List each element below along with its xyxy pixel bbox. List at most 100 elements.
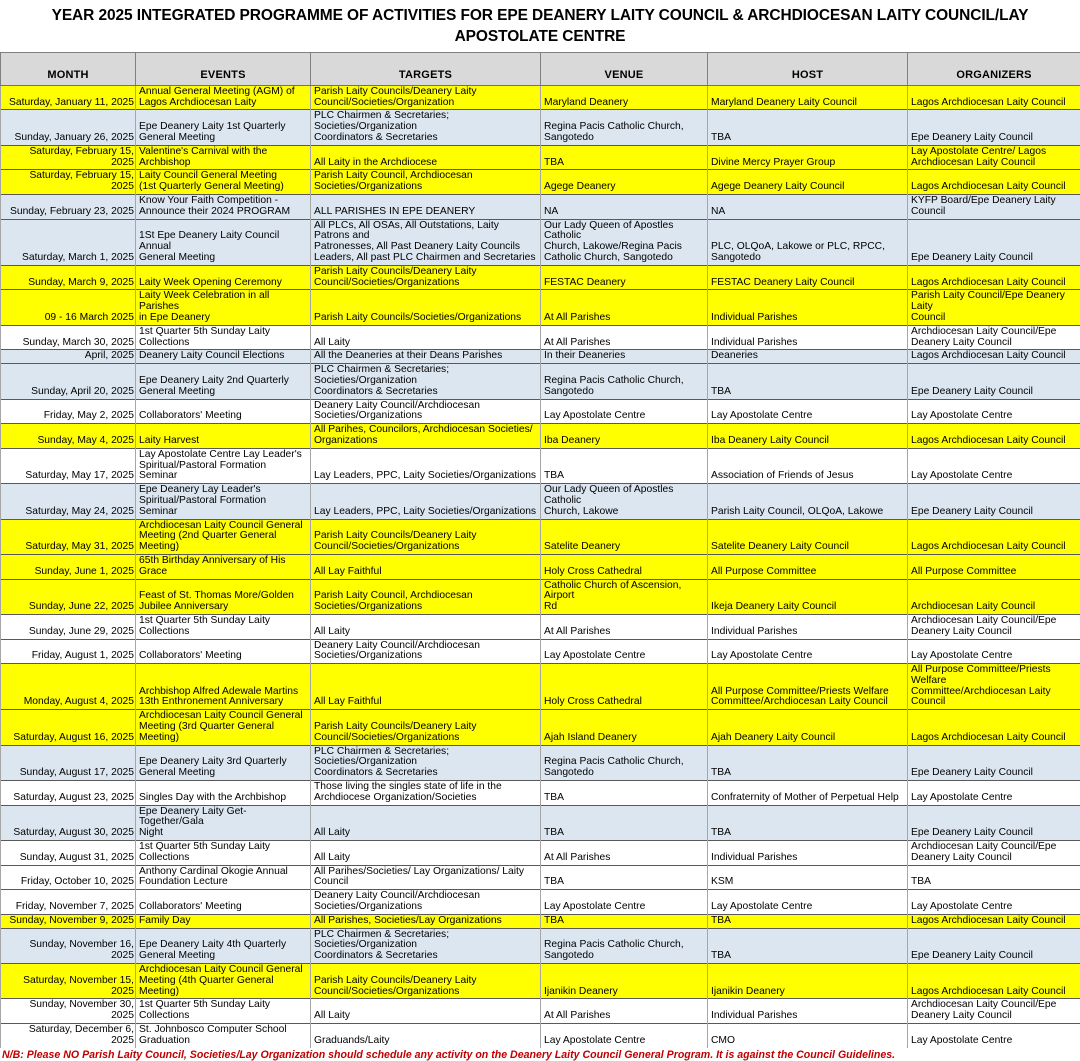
row-cell-targets: Parish Laity Councils/Deanery Laity Coun… [311,519,541,554]
row-cell-month: Sunday, August 17, 2025 [1,745,136,780]
row-cell-organizers: Lagos Archdiocesan Laity Council [908,424,1080,449]
column-header-events: EVENTS [136,52,311,85]
row-cell-organizers: Parish Laity Council/Epe Deanery Laity C… [908,290,1080,325]
row-cell-events: Archdiocesan Laity Council General Meeti… [136,710,311,745]
row-cell-targets: Lay Leaders, PPC, Laity Societies/Organi… [311,484,541,519]
row-cell-host: TBA [708,364,908,399]
row-cell-host: All Purpose Committee [708,554,908,579]
row-cell-host: NA [708,195,908,220]
row-cell-targets: Parish Laity Councils/Deanery Laity Coun… [311,710,541,745]
row-cell-organizers: TBA [908,865,1080,890]
row-cell-host: CMO [708,1024,908,1048]
row-cell-organizers: Epe Deanery Laity Council [908,110,1080,145]
row-cell-venue: Iba Deanery [541,424,708,449]
row-cell-events: Epe Deanery Lay Leader's Spiritual/Pasto… [136,484,311,519]
row-cell-organizers: Epe Deanery Laity Council [908,805,1080,840]
row-cell-targets: All Lay Faithful [311,554,541,579]
row-cell-venue: At All Parishes [541,290,708,325]
column-header-venue: VENUE [541,52,708,85]
row-cell-month: Saturday, August 16, 2025 [1,710,136,745]
row-cell-events: Annual General Meeting (AGM) of Lagos Ar… [136,85,311,110]
row-cell-events: 65th Birthday Anniversary of His Grace [136,554,311,579]
row-cell-month: Friday, November 7, 2025 [1,890,136,915]
row-cell-host: Ajah Deanery Laity Council [708,710,908,745]
row-cell-month: Saturday, February 15, 2025 [1,170,136,195]
row-cell-month: Saturday, February 15, 2025 [1,145,136,170]
row-cell-events: Family Day [136,914,311,928]
row-cell-events: 1st Quarter 5th Sunday Laity Collections [136,841,311,866]
row-cell-events: Epe Deanery Laity Get-Together/Gala Nigh… [136,805,311,840]
row-cell-month: Saturday, May 17, 2025 [1,448,136,483]
row-cell-host: Ikeja Deanery Laity Council [708,579,908,614]
row-cell-targets: All Laity [311,841,541,866]
row-cell-targets: All Lay Faithful [311,664,541,710]
row-cell-venue: Lay Apostolate Centre [541,639,708,664]
row-cell-month: Sunday, November 30, 2025 [1,999,136,1024]
row-cell-month: Sunday, January 26, 2025 [1,110,136,145]
row-cell-targets: PLC Chairmen & Secretaries; Societies/Or… [311,745,541,780]
row-cell-targets: Lay Leaders, PPC, Laity Societies/Organi… [311,448,541,483]
row-cell-month: Sunday, March 30, 2025 [1,325,136,350]
row-cell-organizers: Archdiocesan Laity Council [908,579,1080,614]
row-cell-venue: TBA [541,781,708,806]
row-cell-organizers: Lay Apostolate Centre [908,448,1080,483]
row-cell-organizers: Archdiocesan Laity Council/Epe Deanery L… [908,325,1080,350]
row-cell-host: Individual Parishes [708,325,908,350]
row-cell-host: Maryland Deanery Laity Council [708,85,908,110]
row-cell-month: Sunday, April 20, 2025 [1,364,136,399]
table-row: Sunday, August 17, 2025 Epe Deanery Laity… [1,745,1080,780]
row-cell-month: Sunday, May 4, 2025 [1,424,136,449]
row-cell-venue: Holy Cross Cathedral [541,664,708,710]
row-cell-organizers: Epe Deanery Laity Council [908,364,1080,399]
row-cell-venue: Lay Apostolate Centre [541,1024,708,1048]
row-cell-venue: Regina Pacis Catholic Church, Sangotedo [541,928,708,963]
row-cell-targets: All Parishes, Societies/Lay Organization… [311,914,541,928]
row-cell-host: Individual Parishes [708,999,908,1024]
row-cell-organizers: Archdiocesan Laity Council/Epe Deanery L… [908,614,1080,639]
row-cell-targets: Parish Laity Council, Archdiocesan Socie… [311,170,541,195]
row-cell-events: Collaborators' Meeting [136,890,311,915]
row-cell-events: Laity Harvest [136,424,311,449]
row-cell-venue: TBA [541,448,708,483]
row-cell-targets: All Laity [311,325,541,350]
row-cell-host: All Purpose Committee/Priests Welfare Co… [708,664,908,710]
row-cell-venue: TBA [541,805,708,840]
row-cell-organizers: Epe Deanery Laity Council [908,745,1080,780]
row-cell-venue: Holy Cross Cathedral [541,554,708,579]
column-header-organizers: ORGANIZERS [908,52,1080,85]
row-cell-venue: Ajah Island Deanery [541,710,708,745]
table-header: MONTH EVENTS TARGETS VENUE HOST ORGANIZE… [1,52,1080,85]
row-cell-events: St. Johnbosco Computer School Graduation [136,1024,311,1048]
row-cell-host: FESTAC Deanery Laity Council [708,265,908,290]
row-cell-month: 09 - 16 March 2025 [1,290,136,325]
row-cell-targets: Those living the singles state of life i… [311,781,541,806]
row-cell-organizers: Archdiocesan Laity Council/Epe Deanery L… [908,841,1080,866]
row-cell-organizers: Lagos Archdiocesan Laity Council [908,710,1080,745]
row-cell-host: Iba Deanery Laity Council [708,424,908,449]
row-cell-month: Sunday, August 31, 2025 [1,841,136,866]
table-row: Sunday, January 26, 2025 Epe Deanery Lait… [1,110,1080,145]
row-cell-month: Sunday, November 9, 2025 [1,914,136,928]
row-cell-targets: PLC Chairmen & Secretaries; Societies/Or… [311,928,541,963]
row-cell-venue: TBA [541,914,708,928]
row-cell-host: Individual Parishes [708,841,908,866]
row-cell-month: Saturday, November 15, 2025 [1,964,136,999]
row-cell-month: Sunday, November 16, 2025 [1,928,136,963]
row-cell-host: Confraternity of Mother of Perpetual Hel… [708,781,908,806]
row-cell-events: Singles Day with the Archbishop [136,781,311,806]
row-cell-host: TBA [708,805,908,840]
row-cell-host: TBA [708,914,908,928]
